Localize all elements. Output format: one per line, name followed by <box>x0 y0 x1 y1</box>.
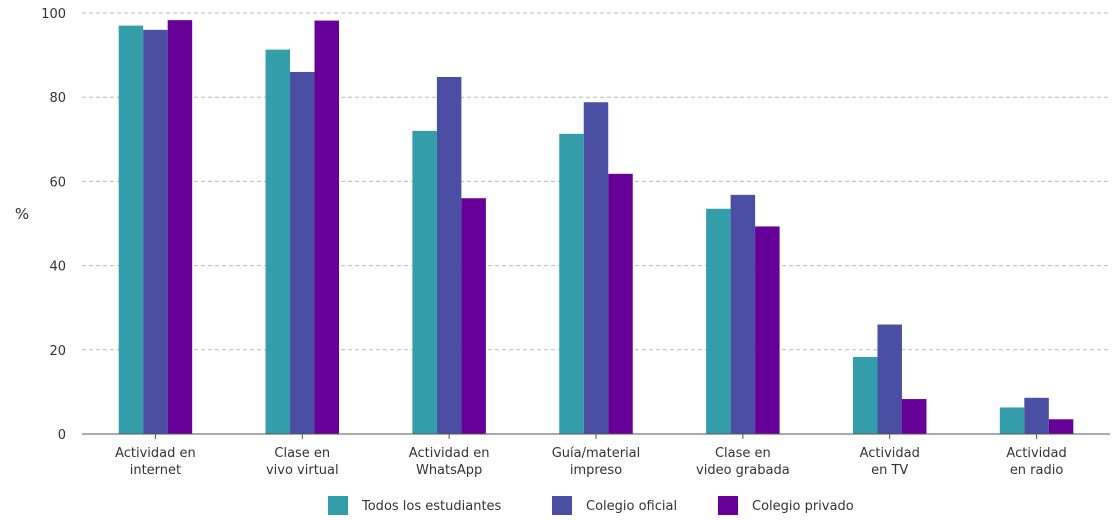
y-tick-label: 40 <box>49 260 66 275</box>
x-tick-label: Actividad en <box>115 446 196 461</box>
bar <box>852 356 878 434</box>
y-tick-label: 60 <box>49 175 66 190</box>
y-tick-label: 0 <box>58 428 66 443</box>
bar <box>608 173 633 434</box>
x-axis <box>82 433 1110 439</box>
bar <box>314 20 340 434</box>
y-axis-label: % <box>15 205 29 223</box>
x-tick-label: Guía/material <box>552 446 641 461</box>
x-tick-label: Clase en <box>715 446 771 461</box>
bar <box>583 102 609 434</box>
legend-label: Todos los estudiantes <box>361 499 502 514</box>
x-tick-label: video grabada <box>696 463 790 478</box>
legend-swatch <box>328 496 348 515</box>
bar <box>877 324 902 434</box>
x-tick-label: impreso <box>570 463 622 478</box>
bar <box>559 133 584 434</box>
bar <box>461 198 486 434</box>
y-tick-label: 20 <box>49 344 66 359</box>
bar <box>730 194 756 434</box>
bar <box>412 130 437 434</box>
y-axis-ticks: 0 20 40 60 80 100 <box>41 7 66 443</box>
bar <box>290 71 315 434</box>
legend-label: Colegio privado <box>752 499 854 514</box>
x-tick-label: Actividad <box>1006 446 1066 461</box>
bar <box>1024 397 1049 434</box>
x-tick-label: en radio <box>1010 463 1064 478</box>
y-tick-label: 100 <box>41 7 66 22</box>
bars <box>118 20 1074 435</box>
x-tick-label: Clase en <box>274 446 330 461</box>
x-tick-label: Actividad en <box>409 446 490 461</box>
legend-swatch <box>552 496 572 515</box>
bar <box>265 49 291 434</box>
x-tick-label: vivo virtual <box>266 463 339 478</box>
bar <box>1048 419 1074 434</box>
legend-swatch <box>718 496 738 515</box>
x-tick-label: internet <box>130 463 181 478</box>
legend-label: Colegio oficial <box>586 499 677 514</box>
x-tick-label: WhatsApp <box>416 463 482 478</box>
bar <box>706 208 731 434</box>
x-tick-label: Actividad <box>860 446 920 461</box>
y-tick-label: 80 <box>49 91 66 106</box>
bar <box>755 226 780 434</box>
legend: Todos los estudiantes Colegio oficial Cole… <box>328 496 854 515</box>
bar <box>167 20 193 434</box>
category-labels: Actividad en internet Clase en vivo virtual… <box>115 446 1067 478</box>
bar <box>143 29 168 435</box>
bar <box>901 399 927 434</box>
x-tick-label: en TV <box>871 463 908 478</box>
bar <box>999 407 1025 434</box>
bar <box>436 76 462 434</box>
bar <box>118 25 144 434</box>
